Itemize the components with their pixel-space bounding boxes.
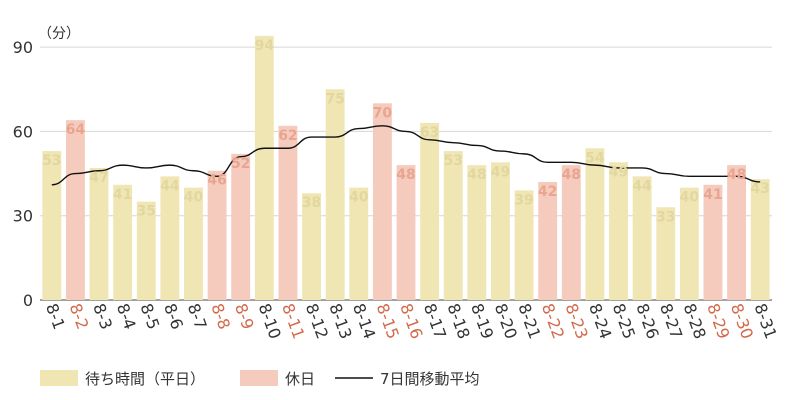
bar-8-15	[372, 103, 392, 300]
bar-8-24	[585, 148, 605, 300]
bar-8-6	[160, 176, 180, 300]
legend-swatch-1	[240, 370, 278, 386]
value-label: 75	[325, 91, 344, 107]
x-tick-label: 8-8	[207, 301, 234, 332]
x-tick-label: 8-9	[231, 301, 258, 332]
bar-8-19	[467, 165, 487, 300]
x-tick-label: 8-5	[136, 301, 163, 332]
value-label: 53	[443, 153, 462, 169]
value-label: 53	[42, 153, 61, 169]
bar-8-5	[136, 201, 156, 300]
bar-8-22	[538, 181, 558, 300]
bar-8-30	[727, 165, 747, 300]
value-label: 48	[727, 167, 746, 183]
line-layer	[51, 125, 761, 186]
value-label: 39	[514, 192, 533, 208]
x-tick-layer: 8-18-28-38-48-58-68-78-88-98-108-118-128…	[42, 301, 781, 342]
bar-8-16	[396, 165, 416, 300]
y-tick-label: 30	[13, 207, 33, 226]
bar-8-7	[184, 187, 203, 300]
value-label: 48	[467, 167, 486, 183]
bar-8-2	[65, 120, 85, 300]
y-tick-label: 60	[13, 122, 33, 141]
value-label: 48	[396, 167, 415, 183]
legend-swatch-0	[40, 370, 78, 386]
value-label: 62	[278, 128, 297, 144]
legend-label: 待ち時間（平日）	[85, 370, 205, 388]
bar-8-9	[231, 153, 251, 300]
bar-8-1	[42, 151, 62, 300]
value-label: 64	[66, 122, 86, 138]
bar-8-23	[561, 165, 581, 300]
value-label: 40	[349, 190, 369, 206]
x-tick-label: 8-7	[184, 301, 211, 332]
value-label: 40	[680, 190, 700, 206]
value-label: 48	[562, 167, 581, 183]
value-label: 41	[113, 187, 132, 203]
x-tick-label: 8-2	[66, 301, 93, 332]
bar-8-4	[113, 184, 133, 300]
value-label: 41	[703, 187, 722, 203]
y-tick-label: 0	[23, 291, 33, 310]
bar-8-18	[443, 151, 463, 300]
value-label: 43	[750, 181, 769, 197]
bar-8-17	[420, 122, 440, 300]
moving-average-line	[51, 125, 761, 186]
value-label: 33	[656, 209, 675, 225]
value-label: 46	[207, 173, 226, 189]
value-label: 35	[137, 204, 156, 220]
x-tick-label: 8-4	[113, 301, 140, 332]
x-tick-label: 8-1	[42, 301, 69, 332]
value-label: 49	[491, 164, 510, 180]
x-tick-label: 8-3	[89, 301, 116, 332]
bar-8-28	[679, 187, 699, 300]
y-tick-label: 90	[13, 38, 33, 57]
bar-8-3	[89, 167, 109, 300]
value-label: 94	[255, 38, 275, 54]
bar-8-12	[302, 193, 321, 300]
value-label: 40	[184, 190, 204, 206]
bar-8-14	[349, 187, 369, 300]
bar-8-20	[491, 162, 510, 300]
bar-8-10	[254, 35, 274, 301]
bar-8-21	[514, 190, 534, 300]
bar-layer	[42, 35, 770, 301]
legend-label: 7日間移動平均	[380, 370, 480, 388]
legend: 待ち時間（平日） 休日 7日間移動平均	[40, 370, 480, 388]
value-label: 44	[160, 178, 180, 194]
bar-8-11	[278, 125, 298, 300]
bar-8-26	[632, 176, 652, 300]
y-unit-label: （分）	[38, 26, 80, 42]
value-label: 42	[538, 184, 557, 200]
value-label: 52	[231, 156, 250, 172]
bar-8-31	[750, 179, 770, 300]
x-tick-label: 8-6	[160, 301, 187, 332]
y-tick-layer: 0 30 60 90	[13, 38, 33, 310]
bar-8-8	[207, 170, 227, 300]
bar-8-29	[703, 184, 723, 300]
bar-8-27	[656, 207, 676, 300]
value-label: 44	[632, 178, 652, 194]
bar-8-13	[325, 89, 345, 300]
value-label: 38	[302, 195, 321, 211]
bar-8-25	[609, 162, 628, 300]
value-label: 54	[585, 150, 605, 166]
value-label: 70	[373, 105, 393, 121]
value-label: 63	[420, 125, 439, 141]
legend-label: 休日	[285, 370, 315, 388]
value-label: 49	[609, 164, 628, 180]
value-label: 47	[89, 170, 108, 186]
